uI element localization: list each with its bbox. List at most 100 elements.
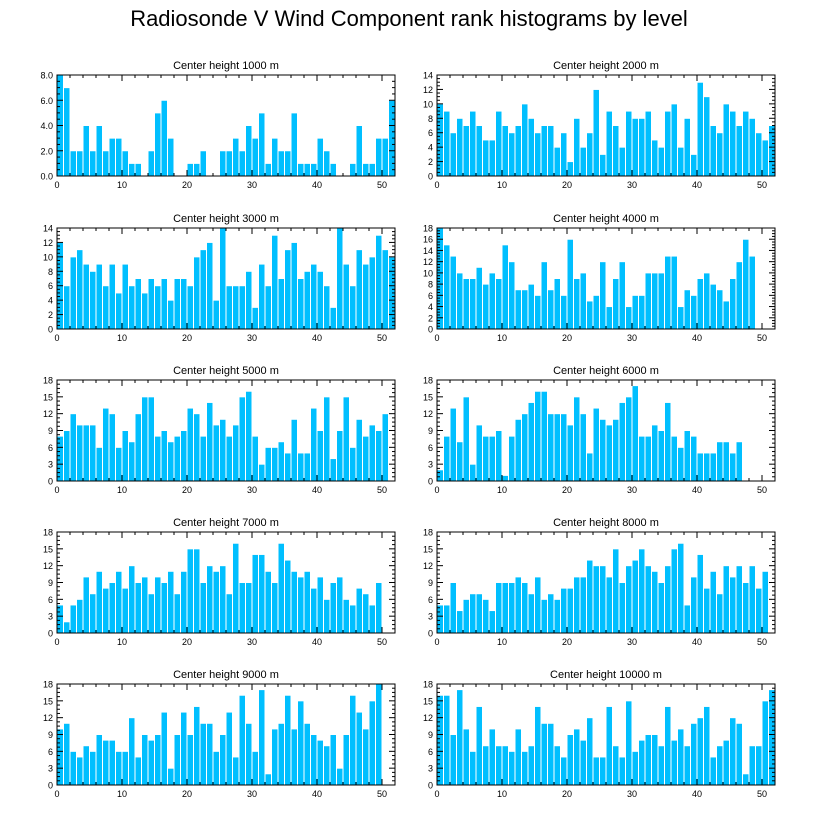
histogram-bar bbox=[651, 139, 659, 177]
histogram-bar bbox=[631, 385, 639, 482]
histogram-bar bbox=[219, 418, 227, 482]
chart-panel-6: Center height 6000 m 0 3 6 9 12 15 18 0 10 20 30 40 5… bbox=[423, 365, 776, 495]
histogram-bar bbox=[180, 430, 188, 482]
histogram-bar bbox=[670, 255, 678, 330]
histogram-bar bbox=[316, 270, 324, 330]
y-tick-label: 0 bbox=[428, 477, 433, 487]
x-tick-label: 0 bbox=[54, 485, 59, 495]
histogram-bar bbox=[212, 424, 220, 482]
histogram-bar bbox=[508, 582, 516, 634]
x-tick-label: 40 bbox=[312, 637, 322, 647]
histogram-bar bbox=[199, 582, 207, 634]
histogram-bar bbox=[696, 81, 704, 177]
histogram-bar bbox=[297, 162, 305, 177]
histogram-bar bbox=[501, 125, 509, 177]
histogram-bar bbox=[69, 256, 77, 330]
histogram-bar bbox=[722, 441, 730, 482]
histogram-bar bbox=[735, 441, 743, 482]
x-tick-label: 10 bbox=[497, 789, 507, 799]
y-tick-label: 18 bbox=[43, 376, 53, 386]
histogram-bar bbox=[599, 153, 607, 177]
y-tick-label: 0 bbox=[48, 781, 53, 791]
histogram-bar bbox=[342, 734, 350, 786]
histogram-bar bbox=[703, 705, 711, 786]
histogram-bar bbox=[206, 401, 214, 482]
histogram-bar bbox=[462, 278, 470, 330]
y-tick-label: 14 bbox=[423, 71, 433, 81]
y-tick-label: 3 bbox=[428, 612, 433, 622]
histogram-bar bbox=[180, 570, 188, 634]
histogram-bar bbox=[768, 689, 776, 786]
histogram-bar bbox=[612, 745, 620, 786]
histogram-bar bbox=[121, 587, 129, 634]
histogram-bar bbox=[638, 294, 646, 330]
histogram-bar bbox=[703, 587, 711, 634]
histogram-bar bbox=[154, 734, 162, 786]
y-tick-label: 8.0 bbox=[40, 71, 53, 81]
histogram-bar bbox=[709, 125, 717, 177]
histogram-bar bbox=[219, 227, 227, 330]
histogram-bar bbox=[69, 150, 77, 177]
histogram-bar bbox=[644, 565, 652, 634]
histogram-bar bbox=[638, 435, 646, 482]
histogram-bar bbox=[618, 401, 626, 482]
histogram-bar bbox=[501, 244, 509, 330]
histogram-bar bbox=[482, 598, 490, 634]
histogram-bar bbox=[657, 430, 665, 482]
panel-title: Center height 2000 m bbox=[553, 60, 659, 72]
histogram-bar bbox=[521, 103, 529, 177]
histogram-bar bbox=[375, 234, 383, 330]
x-tick-label: 40 bbox=[692, 485, 702, 495]
histogram-bar bbox=[147, 278, 155, 330]
histogram-bar bbox=[527, 117, 535, 177]
histogram-bar bbox=[76, 424, 84, 482]
histogram-bar bbox=[251, 750, 259, 786]
histogram-bar bbox=[527, 745, 535, 786]
histogram-bar bbox=[651, 424, 659, 482]
x-tick-label: 10 bbox=[497, 637, 507, 647]
histogram-bar bbox=[76, 150, 84, 177]
x-tick-label: 50 bbox=[377, 637, 387, 647]
x-tick-label: 0 bbox=[54, 180, 59, 190]
histogram-bar bbox=[566, 238, 574, 330]
histogram-bar bbox=[462, 598, 470, 634]
histogram-bar bbox=[592, 88, 600, 177]
histogram-bar bbox=[605, 576, 613, 634]
histogram-bar bbox=[566, 424, 574, 482]
histogram-bar bbox=[349, 446, 357, 482]
histogram-bar bbox=[696, 452, 704, 482]
histogram-bar bbox=[475, 593, 483, 634]
chart-panel-7: Center height 7000 m 0 3 6 9 12 15 18 0 10 20 30 40 5… bbox=[43, 517, 396, 647]
y-tick-label: 10 bbox=[423, 99, 433, 109]
histogram-bar bbox=[258, 263, 266, 330]
y-tick-label: 9 bbox=[428, 426, 433, 436]
histogram-bar bbox=[381, 413, 389, 482]
histogram-bar bbox=[443, 604, 451, 634]
histogram-bar bbox=[206, 722, 214, 786]
y-tick-label: 6 bbox=[48, 443, 53, 453]
histogram-bar bbox=[443, 110, 451, 177]
histogram-bar bbox=[368, 604, 376, 634]
histogram-bar bbox=[69, 750, 77, 786]
histogram-bar bbox=[290, 570, 298, 634]
histogram-bar bbox=[456, 117, 464, 177]
histogram-bar bbox=[508, 435, 516, 482]
histogram-bar bbox=[618, 146, 626, 177]
histogram-bar bbox=[696, 717, 704, 786]
histogram-bar bbox=[258, 553, 266, 634]
histogram-bar bbox=[199, 249, 207, 330]
histogram-bar bbox=[206, 241, 214, 330]
histogram-bar bbox=[63, 722, 71, 786]
histogram-bar bbox=[677, 146, 685, 177]
histogram-bar bbox=[488, 272, 496, 330]
histogram-bar bbox=[238, 694, 246, 786]
histogram-bar bbox=[193, 162, 201, 177]
histogram-bar bbox=[238, 396, 246, 482]
histogram-bar bbox=[147, 150, 155, 177]
y-tick-label: 18 bbox=[423, 680, 433, 690]
histogram-bar bbox=[690, 153, 698, 177]
y-tick-label: 0 bbox=[428, 172, 433, 182]
histogram-bar bbox=[690, 722, 698, 786]
x-tick-label: 20 bbox=[562, 789, 572, 799]
histogram-bar bbox=[735, 722, 743, 786]
